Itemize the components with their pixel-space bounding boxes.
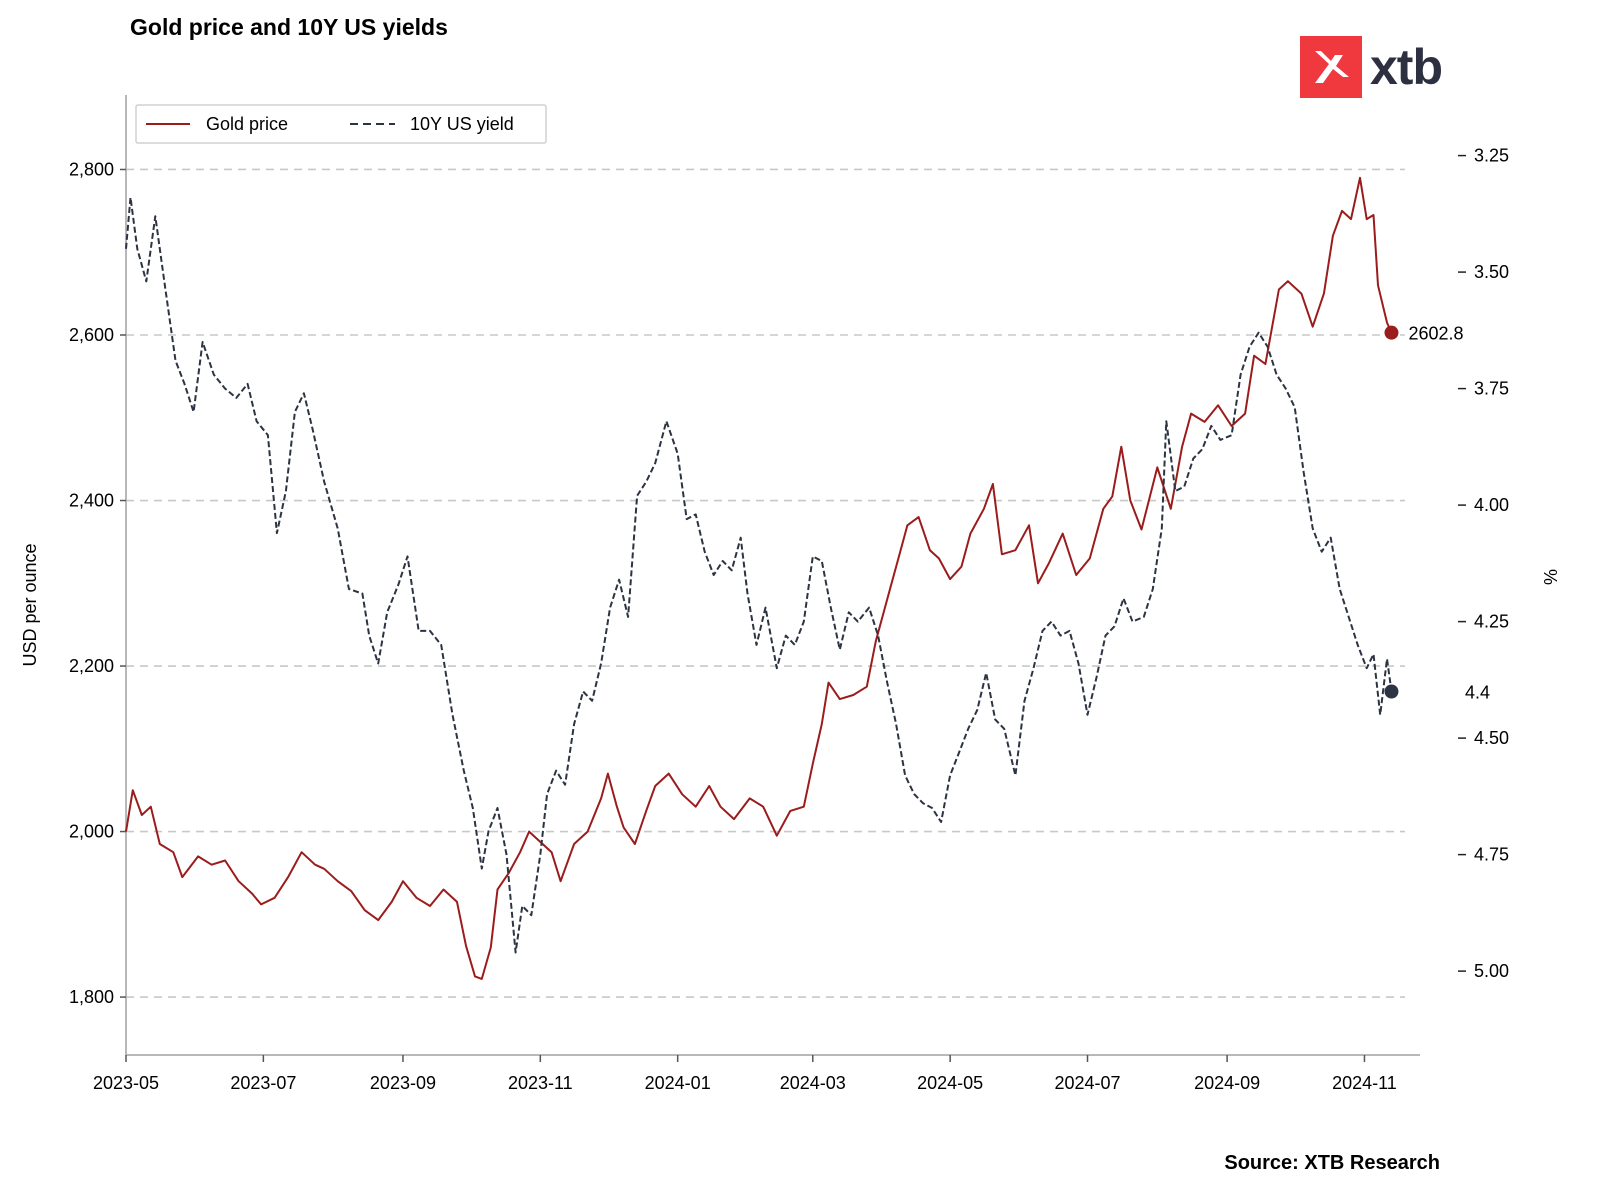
- y-right-tick-label: 4.50: [1474, 728, 1509, 748]
- y-left-tick-label: 2,800: [69, 159, 114, 179]
- x-tick-label: 2024-05: [917, 1073, 983, 1093]
- us-yield-end-label: 4.4: [1465, 683, 1490, 703]
- legend-box: [135, 104, 547, 144]
- x-tick-label: 2024-01: [645, 1073, 711, 1093]
- source-note: Source: XTB Research: [1224, 1152, 1440, 1174]
- x-tick-label: 2024-03: [780, 1073, 846, 1093]
- gold-price-end-marker: [1384, 325, 1399, 340]
- y-left-tick-label: 2,600: [69, 325, 114, 345]
- x-tick-label: 2024-09: [1194, 1073, 1260, 1093]
- y-left-tick-label: 1,800: [69, 987, 114, 1007]
- y-right-tick-label: 4.25: [1474, 612, 1509, 632]
- xtb-logo-text: xtb: [1370, 39, 1443, 95]
- x-tick-label: 2024-07: [1054, 1073, 1120, 1093]
- x-tick-label: 2023-05: [93, 1073, 159, 1093]
- y-right-tick-label: 3.25: [1474, 146, 1509, 166]
- y-right-tick-label: 4.75: [1474, 845, 1509, 865]
- y-left-tick-label: 2,200: [69, 656, 114, 676]
- x-tick-label: 2023-07: [230, 1073, 296, 1093]
- legend-yield-label: 10Y US yield: [410, 114, 514, 134]
- x-tick-label: 2023-09: [370, 1073, 436, 1093]
- us-yield-end-marker: [1384, 684, 1399, 699]
- y-right-tick-label: 3.75: [1474, 379, 1509, 399]
- chart-title: Gold price and 10Y US yields: [130, 14, 448, 40]
- x-tick-label: 2024-11: [1332, 1073, 1397, 1093]
- y-left-tick-label: 2,000: [69, 822, 114, 842]
- gold-price-end-label: 2602.8: [1408, 324, 1463, 344]
- y-right-tick-label: 3.50: [1474, 262, 1509, 282]
- y-right-axis-label: %: [1540, 569, 1560, 585]
- legend-gold-label: Gold price: [206, 114, 288, 134]
- y-right-tick-label: 5.00: [1474, 961, 1509, 981]
- xtb-logo-icon: [1300, 36, 1362, 98]
- y-right-tick-label: 4.00: [1474, 495, 1509, 515]
- us-yield-line: [125, 196, 1393, 954]
- x-tick-label: 2023-11: [508, 1073, 573, 1093]
- y-left-tick-label: 2,400: [69, 491, 114, 511]
- xtb-logo: xtb: [1300, 36, 1443, 98]
- y-left-axis-label: USD per ounce: [20, 543, 40, 666]
- gold-price-line: [125, 176, 1393, 980]
